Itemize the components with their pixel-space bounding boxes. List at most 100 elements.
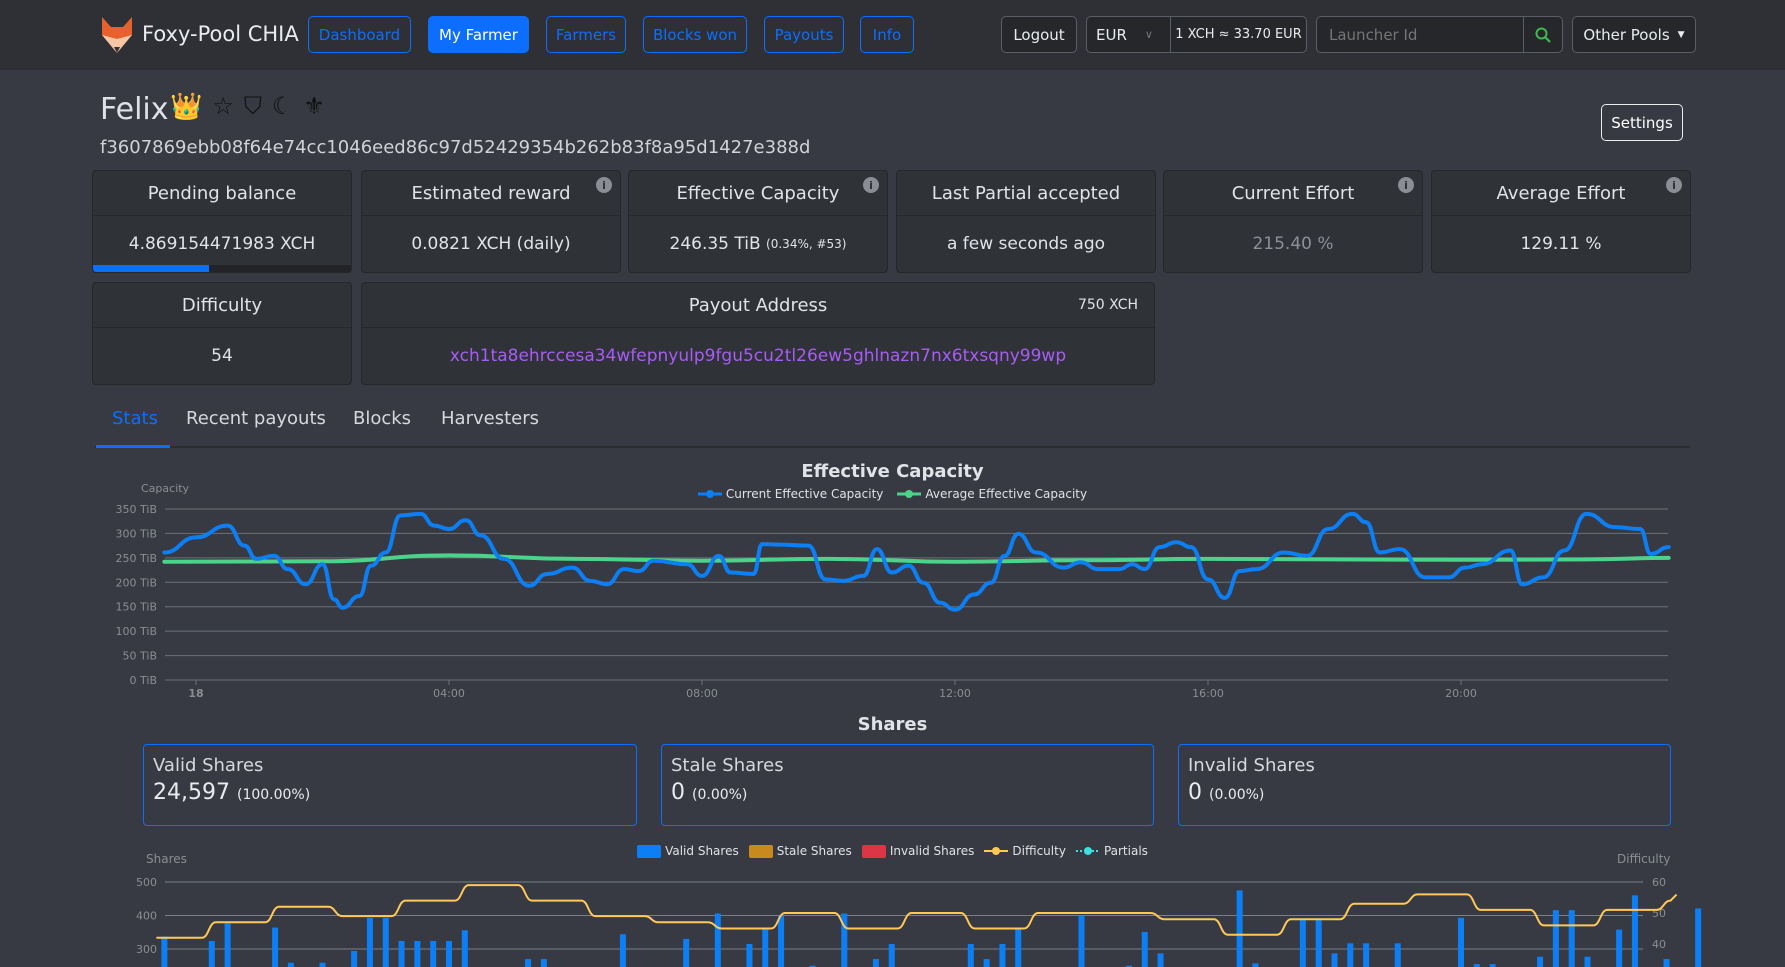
nav-dashboard[interactable]: Dashboard — [308, 16, 411, 53]
launcher-id: f3607869ebb08f64e74cc1046eed86c97d524293… — [100, 137, 811, 158]
valid-shares-count: 24,597 — [153, 780, 230, 805]
invalid-shares-pct: (0.00%) — [1209, 787, 1265, 803]
series-line-current-effective-capacity — [162, 511, 1671, 612]
top-100-badge-icon[interactable]: ☆ — [212, 92, 234, 120]
settings-button[interactable]: Settings — [1601, 104, 1683, 141]
tab-stats[interactable]: Stats — [112, 408, 158, 429]
balance-progress — [93, 265, 351, 272]
valid-shares-card: Valid Shares 24,597 (100.00%) — [143, 744, 637, 826]
card-subvalue: (0.34%, #53) — [766, 237, 847, 251]
valid-shares-bar — [888, 943, 895, 967]
valid-shares-bar — [1552, 910, 1559, 967]
stale-shares-count: 0 — [671, 780, 685, 805]
other-pools-dropdown[interactable]: Other Pools ▼ — [1572, 16, 1696, 53]
legend-label: Partials — [1103, 844, 1148, 858]
invalid-shares-count: 0 — [1188, 780, 1202, 805]
info-icon[interactable]: i — [1666, 177, 1682, 193]
nav-my-farmer[interactable]: My Farmer — [428, 16, 529, 53]
card-title: Stale Shares — [671, 755, 784, 776]
stat-card: Current Effort i 215.40 % — [1163, 170, 1423, 273]
legend-partials[interactable]: Partials — [1075, 844, 1148, 858]
tabs-divider — [95, 446, 1690, 448]
nav-farmers[interactable]: Farmers — [546, 16, 626, 53]
legend-difficulty[interactable]: Difficulty — [984, 844, 1066, 858]
logout-button[interactable]: Logout — [1001, 16, 1077, 53]
launcher-search — [1316, 16, 1563, 53]
series-line-average-effective-capacity — [162, 553, 1671, 564]
valid-shares-bar — [1331, 953, 1338, 967]
valid-shares-bar — [414, 940, 421, 967]
launcher-id-input[interactable] — [1317, 17, 1524, 52]
y2-tick-label: 40 — [1652, 938, 1666, 951]
nav-info[interactable]: Info — [860, 16, 914, 53]
card-value: a few seconds ago — [946, 234, 1106, 254]
legend-label: Current Effective Capacity — [725, 487, 884, 501]
legend-line-icon — [897, 490, 922, 498]
chevron-down-icon: ∨ — [1144, 28, 1153, 41]
info-icon[interactable]: i — [863, 177, 879, 193]
active-tab-indicator — [96, 445, 170, 448]
card-title: Average Effort — [1496, 182, 1626, 204]
card-value: 0.0821 XCH (daily) — [411, 234, 571, 254]
fish-badge-icon[interactable]: ☾ — [271, 92, 294, 120]
valid-shares-bar — [619, 934, 626, 967]
valid-shares-bar — [351, 951, 358, 967]
info-icon[interactable]: i — [1398, 177, 1414, 193]
stale-shares-card: Stale Shares 0 (0.00%) — [661, 744, 1154, 826]
valid-shares-bar — [809, 965, 816, 967]
valid-shares-bar — [872, 959, 879, 967]
x-tick-label: 18 — [188, 687, 203, 700]
tab-harvesters[interactable]: Harvesters — [441, 408, 539, 429]
valid-shares-bar — [1236, 890, 1243, 967]
caret-down-icon: ▼ — [1677, 29, 1685, 40]
legend-invalid-shares[interactable]: Invalid Shares — [861, 844, 974, 858]
search-button[interactable] — [1524, 17, 1562, 52]
valid-shares-bar — [999, 943, 1006, 967]
valid-shares-bar — [366, 917, 373, 967]
rank-badge-icon[interactable]: ⛉ — [243, 92, 262, 120]
y-tick-label: 0 TiB — [130, 674, 157, 687]
valid-shares-bar — [1663, 959, 1670, 967]
valid-shares-bar — [1315, 920, 1322, 967]
valid-shares-bar — [161, 936, 168, 967]
y-tick-label: 500 — [136, 876, 157, 889]
x-tick-label: 08:00 — [686, 687, 718, 700]
y-tick-label: 350 TiB — [116, 503, 157, 516]
first-year-badge-icon[interactable]: ⚜ — [303, 92, 325, 120]
valid-shares-bar — [540, 959, 547, 967]
invalid-shares-card: Invalid Shares 0 (0.00%) — [1178, 744, 1671, 826]
card-title: Effective Capacity — [676, 182, 840, 204]
valid-shares-bar — [208, 940, 215, 967]
tab-recent-payouts[interactable]: Recent payouts — [186, 408, 326, 429]
nav-blocks-won[interactable]: Blocks won — [643, 16, 747, 53]
tab-blocks[interactable]: Blocks — [353, 408, 412, 429]
brand-name[interactable]: Foxy-Pool CHIA — [142, 22, 299, 46]
payout-address-link[interactable]: xch1ta8ehrccesa34wfepnyulp9fgu5cu2tl26ew… — [449, 346, 1067, 366]
y-tick-label: 150 TiB — [116, 601, 157, 614]
valid-shares-bar — [1125, 965, 1132, 967]
legend-label: Average Effective Capacity — [925, 487, 1088, 501]
legend-current-capacity[interactable]: Current Effective Capacity — [697, 487, 884, 501]
info-icon[interactable]: i — [596, 177, 612, 193]
y-tick-label: 300 — [136, 943, 157, 956]
crown-badge-icon[interactable]: 👑 — [170, 92, 203, 122]
fox-logo-icon[interactable] — [100, 17, 134, 53]
valid-shares-bar — [746, 943, 753, 967]
capacity-chart-title: Effective Capacity — [801, 461, 984, 482]
card-value: 129.11 % — [1520, 234, 1602, 254]
capacity-legend: Current Effective Capacity Average Effec… — [0, 487, 1785, 501]
valid-shares-bar — [319, 962, 326, 967]
valid-shares-bar — [841, 913, 848, 967]
valid-shares-bar — [1347, 943, 1354, 967]
valid-shares-bar — [1584, 956, 1591, 967]
legend-average-capacity[interactable]: Average Effective Capacity — [897, 487, 1087, 501]
card-value: 246.35 TiB — [669, 234, 761, 254]
legend-valid-shares[interactable]: Valid Shares — [637, 844, 739, 858]
legend-stale-shares[interactable]: Stale Shares — [748, 844, 852, 858]
currency-select[interactable]: EUR ∨ — [1087, 17, 1171, 52]
nav-payouts[interactable]: Payouts — [764, 16, 844, 53]
valid-shares-bar — [1394, 943, 1401, 967]
stat-card: Last Partial accepted a few seconds ago — [896, 170, 1156, 273]
valid-shares-bar — [778, 915, 785, 967]
